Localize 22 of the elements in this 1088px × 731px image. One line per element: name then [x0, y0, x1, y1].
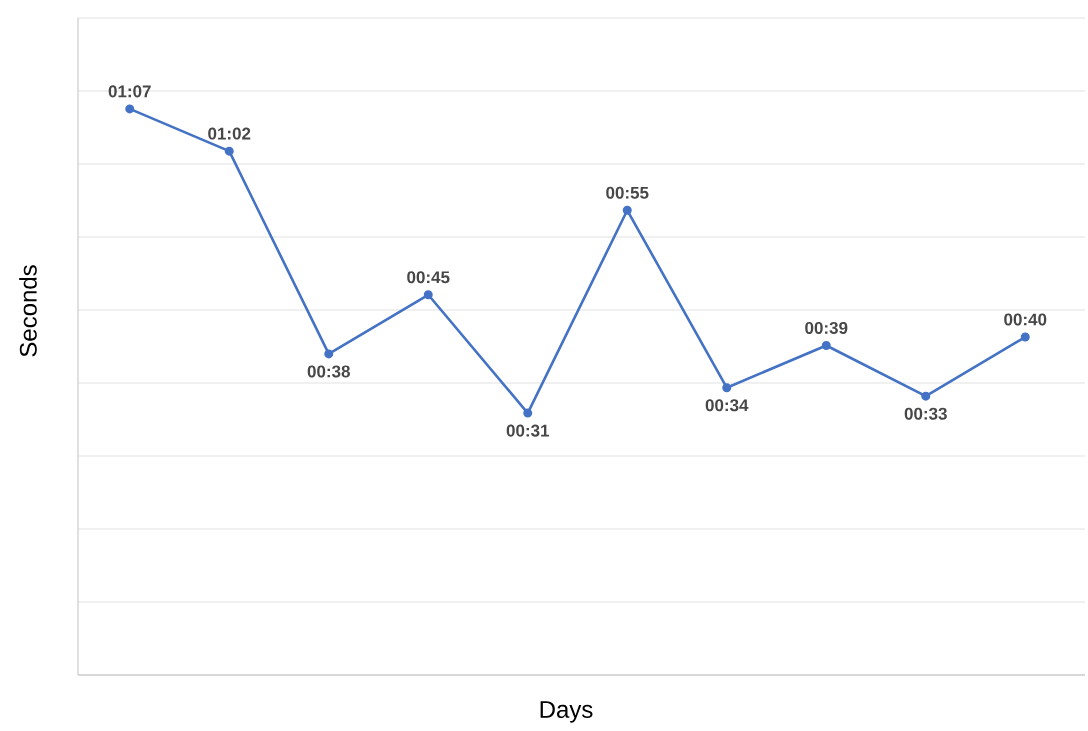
point [423, 290, 433, 300]
data-label: 00:45 [407, 271, 450, 284]
point [1020, 332, 1030, 342]
x-axis-title: Days [540, 701, 593, 723]
point [722, 383, 732, 393]
data-label: 00:40 [1004, 313, 1047, 326]
point [622, 205, 632, 215]
data-label: 00:34 [705, 399, 749, 412]
point [821, 340, 831, 350]
data-label: 01:07 [108, 85, 151, 98]
data-label: 00:38 [307, 365, 350, 378]
point [125, 104, 135, 114]
y-axis-title: Seconds [19, 265, 37, 357]
data-label: 00:33 [904, 407, 947, 420]
data-label: 00:39 [805, 321, 848, 334]
data-label: 00:31 [506, 424, 550, 437]
point [324, 349, 334, 359]
point [224, 146, 234, 156]
point [523, 408, 533, 418]
point [921, 391, 931, 401]
data-label: 01:02 [208, 127, 251, 140]
data-label: 00:55 [606, 186, 649, 199]
